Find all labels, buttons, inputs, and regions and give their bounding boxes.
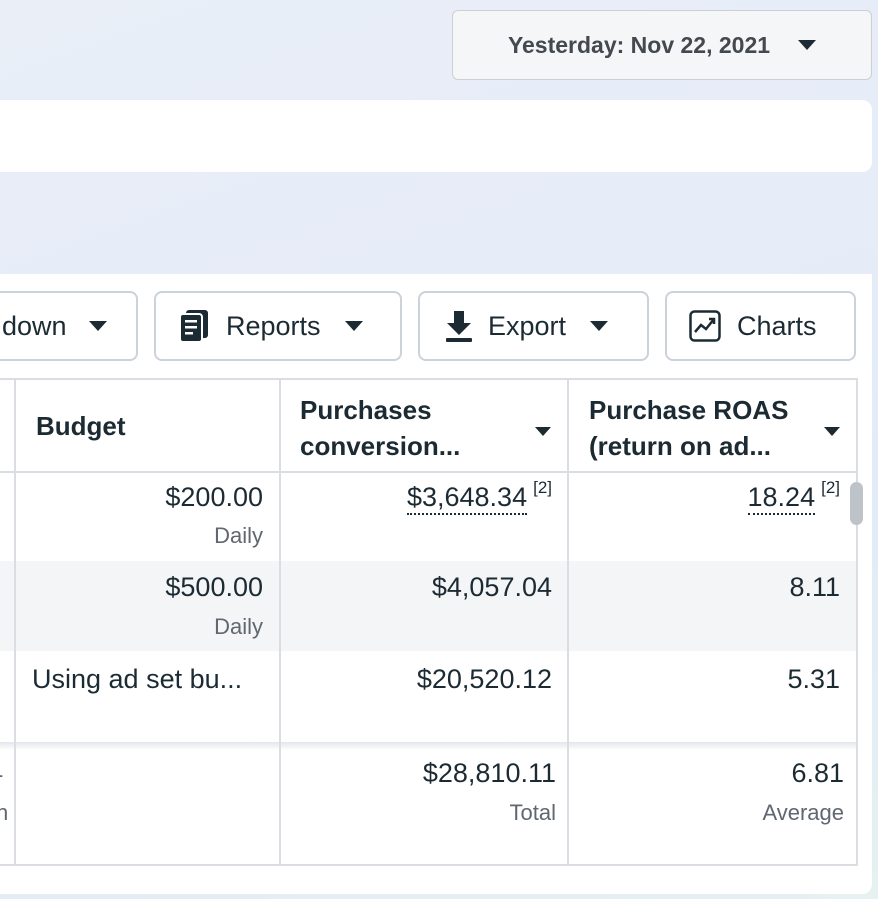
column-divider [279,378,281,866]
roas-value: 18.24 [747,482,816,515]
vertical-scrollbar[interactable] [850,482,863,525]
date-range-label: Yesterday: Nov 22, 2021 [507,31,771,58]
table-bottom-border [0,864,858,866]
chevron-down-icon [824,427,840,436]
purchases-value: $3,648.34 [406,482,528,515]
column-divider [856,378,858,866]
roas-average-label: Average [762,800,844,825]
budget-cell: $500.00 [165,572,263,602]
filter-bar[interactable] [0,100,872,172]
table-top-border [0,378,858,380]
footnote-marker: [2] [821,478,840,497]
column-header-roas[interactable]: Purchase ROAS (return on ad... [589,392,788,484]
reports-icon [178,309,210,343]
charts-label: Charts [737,310,817,341]
roas-cell: 5.31 [787,664,840,694]
sort-roas-button[interactable] [824,423,840,441]
export-button[interactable]: Export [418,291,649,361]
column-header-label: Purchase ROAS [589,395,789,425]
reports-label: Reports [226,310,321,341]
chevron-down-icon [88,321,107,331]
purchases-total: $28,810.11 [422,758,556,788]
date-range-picker[interactable]: Yesterday: Nov 22, 2021 [452,10,872,80]
budget-cell: Using ad set bu... [32,664,243,694]
roas-average: 6.81 [791,758,844,788]
purchases-cell[interactable]: $3,648.34 [2] [406,478,552,515]
purchases-total-label: Total [509,800,556,825]
budget-type: Daily [214,523,263,548]
purchases-cell: $4,057.04 [431,572,552,602]
chart-line-icon [689,310,721,342]
column-divider [567,378,569,866]
column-divider [14,378,16,866]
truncated-column-text: n [0,800,9,825]
sort-purchases-button[interactable] [535,423,551,441]
truncated-column-text: - [0,762,3,788]
budget-cell: $200.00 [165,482,263,512]
download-icon [444,309,474,343]
column-header-label: conversion... [300,431,461,461]
footnote-marker: [2] [533,478,552,497]
chevron-down-icon [344,321,363,331]
column-header-purchases[interactable]: Purchases conversion... [300,392,460,484]
reports-button[interactable]: Reports [154,291,402,361]
chevron-down-icon [798,40,817,50]
purchases-cell: $20,520.12 [416,664,552,694]
chevron-down-icon [590,321,609,331]
roas-cell: 8.11 [789,572,840,602]
column-header-label: Purchases [300,395,432,425]
column-header-label: (return on ad... [589,431,771,461]
budget-type: Daily [214,614,263,639]
chevron-down-icon [535,427,551,436]
roas-cell[interactable]: 18.24 [2] [747,478,840,515]
breakdown-button[interactable]: down [0,291,138,361]
column-header-label: Budget [36,411,126,441]
charts-button[interactable]: Charts [665,291,856,361]
export-label: Export [488,310,567,341]
breakdown-label: down [2,310,67,341]
header-divider [0,471,858,473]
table-row-band [0,561,858,651]
totals-divider [0,742,858,750]
column-header-budget[interactable]: Budget [36,408,126,500]
